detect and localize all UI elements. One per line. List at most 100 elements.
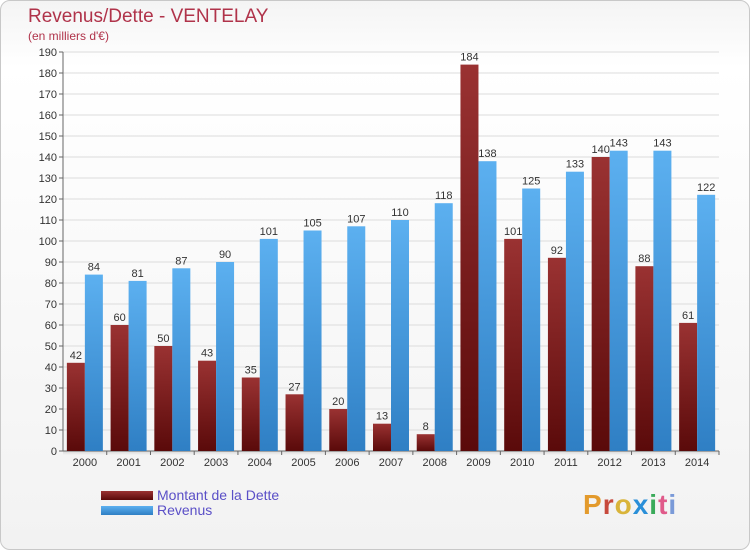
x-tick-label: 2012 [597,457,621,469]
bar-debt [460,64,479,451]
y-tick-label: 0 [51,446,57,458]
legend-swatch-revenue [101,505,153,515]
y-tick-label: 120 [39,194,57,206]
bar-revenue [303,230,322,451]
bar-revenue [391,220,409,451]
bar-revenue [522,188,541,451]
data-label: 60 [113,312,125,324]
x-tick-label: 2005 [291,457,315,469]
proxiti-logo: Proxiti [583,489,677,521]
x-tick-label: 2004 [248,457,272,469]
bar-debt [635,266,654,451]
bar-revenue [653,150,672,451]
x-tick-label: 2009 [466,457,490,469]
data-label: 35 [245,365,257,377]
bar-debt [66,362,85,451]
data-label: 140 [591,144,609,156]
bar-debt [329,409,348,451]
bar-debt [110,325,129,451]
x-tick-label: 2007 [379,457,403,469]
y-tick-label: 20 [45,404,57,416]
data-label: 20 [332,396,344,408]
data-label: 88 [638,253,650,265]
x-tick-label: 2014 [685,457,709,469]
chart-subtitle: (en milliers d'€) [28,29,109,43]
bar-debt [373,423,391,451]
bar-debt [504,238,523,451]
legend-label-revenue: Revenus [157,502,213,518]
y-tick-label: 60 [45,320,57,332]
data-label: 92 [551,245,563,257]
logo-letter: i [649,489,659,520]
bar-revenue [478,161,497,451]
y-tick-label: 10 [45,425,57,437]
y-tick-label: 110 [39,215,57,227]
bar-revenue [697,194,716,452]
bar-revenue [565,171,584,451]
data-label: 61 [682,310,694,322]
bar-revenue [609,150,628,451]
y-tick-label: 90 [45,257,57,269]
data-label: 50 [157,333,169,345]
x-tick-label: 2011 [554,457,578,469]
data-label: 143 [609,138,627,150]
data-label: 133 [566,159,584,171]
y-tick-label: 40 [45,362,57,374]
data-label: 87 [175,255,187,267]
y-tick-label: 30 [45,383,57,395]
logo-letter: P [583,489,603,520]
x-tick-label: 2006 [335,457,359,469]
bar-debt [154,346,173,451]
logo-letter: r [602,489,615,520]
y-tick-label: 160 [39,110,57,122]
x-tick-label: 2010 [510,457,534,469]
data-label: 42 [70,350,82,362]
x-tick-label: 2000 [73,457,97,469]
legend-item-revenue: Revenus [101,502,212,518]
y-tick-label: 170 [39,89,57,101]
bars [66,64,716,452]
logo-letter: x [632,489,650,520]
bar-debt [679,322,698,451]
bar-revenue [347,226,366,451]
data-label: 122 [697,182,715,194]
x-tick-label: 2002 [160,457,184,469]
y-tick-label: 50 [45,341,57,353]
bar-revenue [128,280,147,451]
bar-revenue [259,238,278,451]
bar-debt [416,434,435,451]
data-label: 81 [131,268,143,280]
x-tick-label: 2013 [641,457,665,469]
bar-revenue [434,203,453,451]
y-tick-label: 80 [45,278,57,290]
data-label: 138 [478,148,496,160]
data-label: 125 [522,176,540,188]
data-label: 107 [347,213,365,225]
data-label: 184 [460,52,478,64]
bar-revenue [84,274,103,451]
data-label: 101 [260,226,278,238]
y-tick-label: 130 [39,173,57,185]
bar-revenue [216,262,235,451]
data-label: 101 [504,226,522,238]
x-tick-label: 2001 [116,457,140,469]
legend-item-debt: Montant de la Dette [101,487,279,503]
y-tick-label: 140 [39,152,57,164]
bar-debt [241,377,260,451]
y-tick-label: 180 [39,68,57,80]
y-tick-label: 150 [39,131,57,143]
data-label: 143 [653,138,671,150]
legend-label-debt: Montant de la Dette [157,487,280,503]
data-label: 27 [288,381,300,393]
logo-letter: o [614,489,633,520]
data-label: 118 [435,190,453,202]
chart-title: Revenus/Dette - VENTELAY [28,6,269,27]
x-tick-label: 2008 [422,457,446,469]
data-label: 105 [303,218,321,230]
legend-swatch-debt [101,490,153,500]
y-tick-label: 100 [39,236,57,248]
bar-debt [198,360,217,451]
data-label: 90 [219,249,231,261]
